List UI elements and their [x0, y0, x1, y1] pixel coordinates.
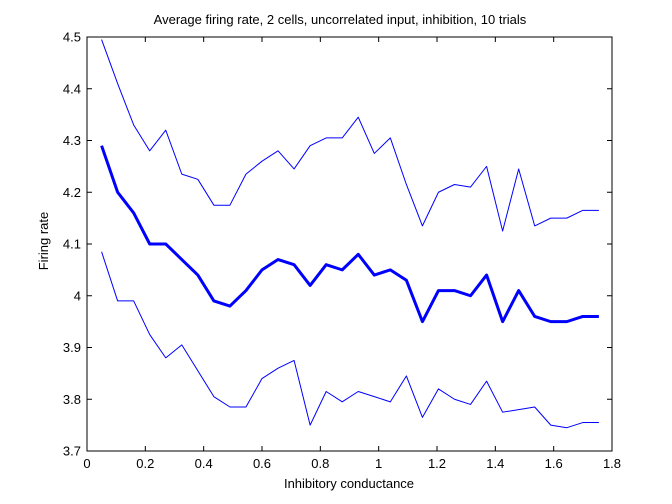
x-tick-label: 0: [83, 456, 90, 471]
series-layer: [100, 39, 599, 429]
x-tick-label: 1.2: [428, 456, 446, 471]
x-tick-label: 0.2: [136, 456, 154, 471]
x-tick-label: 1.8: [603, 456, 621, 471]
y-tick-label: 4.4: [63, 81, 81, 96]
y-tick-label: 4: [74, 288, 81, 303]
x-tick-label: 0.4: [195, 456, 213, 471]
x-tick-label: 1.4: [486, 456, 504, 471]
y-tick-label: 3.7: [63, 444, 81, 459]
series-line-upper-bound-line: [101, 39, 599, 232]
axes-layer: 0 0.2 0.4 0.6 0.8 1 1.2 1.4 1.6 1.8 3.7 3.8 3.9 4 4.1 4…: [63, 30, 621, 472]
x-tick-label: 0.8: [311, 456, 329, 471]
chart-title: Average firing rate, 2 cells, uncorrelat…: [154, 12, 527, 27]
y-tick-label: 3.9: [63, 340, 81, 355]
y-tick-label: 4.2: [63, 185, 81, 200]
series-line-lower-bound-line: [101, 251, 599, 429]
y-tick-label: 3.8: [63, 392, 81, 407]
series-line-mean-line: [100, 145, 599, 324]
y-tick-label: 4.3: [63, 133, 81, 148]
x-tick-label: 1.6: [545, 456, 563, 471]
x-tick-label: 0.6: [253, 456, 271, 471]
y-tick-label: 4.5: [63, 30, 81, 45]
y-axis-label: Firing rate: [36, 212, 51, 271]
x-tick-label: 1: [375, 456, 382, 471]
x-axis-label: Inhibitory conductance: [284, 476, 414, 491]
y-tick-label: 4.1: [63, 237, 81, 252]
